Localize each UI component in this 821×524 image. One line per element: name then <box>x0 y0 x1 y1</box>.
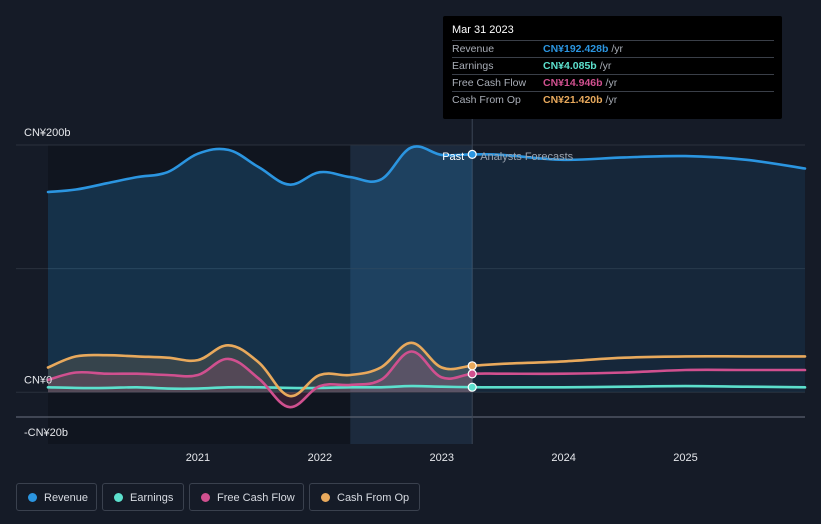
y-tick-label: CN¥0 <box>24 374 52 386</box>
legend-label: Cash From Op <box>337 484 409 512</box>
legend-label: Revenue <box>44 484 88 512</box>
cfo-marker <box>468 362 476 370</box>
legend-dot-icon <box>201 493 210 502</box>
y-tick-label: CN¥200b <box>24 127 70 139</box>
legend-item-cash-from-op[interactable]: Cash From Op <box>309 483 420 511</box>
legend-dot-icon <box>114 493 123 502</box>
revenue-marker <box>468 150 476 158</box>
legend-label: Free Cash Flow <box>217 484 295 512</box>
fcf-marker <box>468 370 476 378</box>
legend-item-revenue[interactable]: Revenue <box>16 483 97 511</box>
tooltip-row-revenue: Revenue CN¥192.428b/yr <box>452 40 774 58</box>
tooltip-value: CN¥192.428b/yr <box>543 41 623 58</box>
tooltip-label: Free Cash Flow <box>452 75 526 92</box>
tooltip-value: CN¥14.946b/yr <box>543 75 617 92</box>
legend-dot-icon <box>28 493 37 502</box>
earnings-marker <box>468 383 476 391</box>
legend-item-free-cash-flow[interactable]: Free Cash Flow <box>189 483 304 511</box>
x-tick-label: 2023 <box>429 452 453 464</box>
tooltip-row-earnings: Earnings CN¥4.085b/yr <box>452 57 774 75</box>
tooltip-label: Revenue <box>452 41 494 58</box>
past-label: Past <box>442 151 464 163</box>
data-tooltip: Mar 31 2023 Revenue CN¥192.428b/yr Earni… <box>443 16 782 119</box>
x-tick-label: 2021 <box>186 452 210 464</box>
legend-dot-icon <box>321 493 330 502</box>
x-tick-label: 2022 <box>308 452 332 464</box>
tooltip-row-free-cash-flow: Free Cash Flow CN¥14.946b/yr <box>452 74 774 92</box>
y-tick-label: -CN¥20b <box>24 427 68 439</box>
tooltip-label: Cash From Op <box>452 92 521 109</box>
legend-label: Earnings <box>130 484 173 512</box>
legend-item-earnings[interactable]: Earnings <box>102 483 184 511</box>
tooltip-date: Mar 31 2023 <box>452 24 514 36</box>
tooltip-value: CN¥4.085b/yr <box>543 58 611 75</box>
x-tick-label: 2024 <box>551 452 575 464</box>
x-tick-label: 2025 <box>673 452 697 464</box>
tooltip-row-cash-from-op: Cash From Op CN¥21.420b/yr <box>452 91 774 109</box>
forecast-label: Analysts Forecasts <box>480 151 573 163</box>
tooltip-label: Earnings <box>452 58 493 75</box>
tooltip-value: CN¥21.420b/yr <box>543 92 617 109</box>
